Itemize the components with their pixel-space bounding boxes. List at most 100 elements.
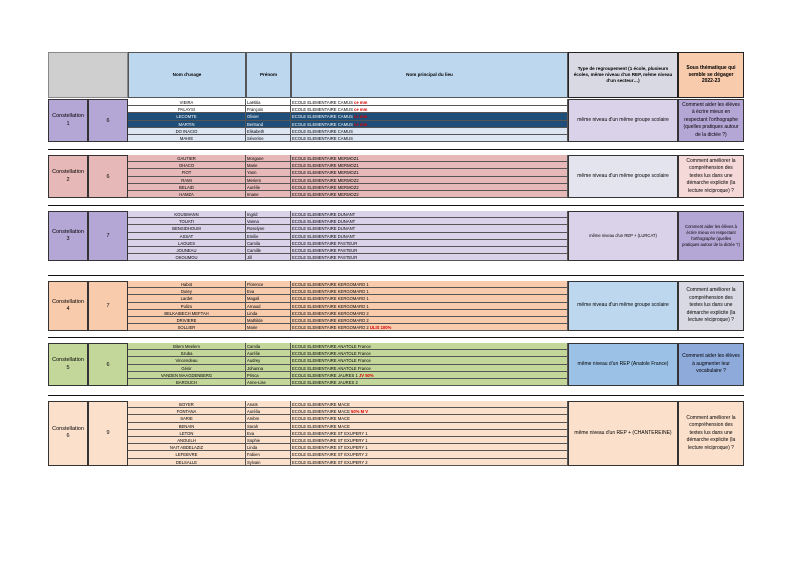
quotite-note: JV 50% [357, 372, 374, 378]
ecole-name: ECOLE ELEMENTAIRE MERMOZ1 [292, 170, 359, 176]
ecole-cell: ECOLE ELEMENTAIRE MACE [291, 401, 568, 409]
prenom-cell: Olivier [246, 113, 291, 121]
nom-usage-cell: MAHIE [128, 135, 246, 143]
prenom-cell: Camila [246, 343, 291, 351]
ecole-cell: ECOLE ELEMENTAIRE ANATOLE France [291, 343, 568, 351]
ecole-cell: ECOLE ELEMENTAIRE KERGOMARD 1 [291, 281, 568, 289]
ecole-name: ECOLE ELEMENTAIRE MERMOZ2 [292, 177, 359, 183]
prenom-cell: Meriem [246, 176, 291, 184]
header-blank-cell [48, 52, 128, 98]
ecole-name: ECOLE ELEMENTAIRE MERMOZ1 [292, 156, 359, 161]
header-nom-usage: Nom d'usage [128, 52, 246, 98]
ecole-cell: ECOLE ELEMENTAIRE ANATOLE France [291, 357, 568, 365]
nom-usage-cell: Lardet [128, 295, 246, 303]
nom-usage-cell: LETON [128, 429, 246, 437]
prenom-cell: Emilie [246, 232, 291, 240]
regroupement-type: même niveau d'un REP + (CHANTEREINE) [568, 401, 678, 466]
ecole-name: ECOLE ELEMENTAIRE ST EXUPERY 1 [292, 445, 368, 451]
ecole-name: ECOLE ELEMENTAIRE ST EXUPERY 1 [292, 438, 368, 443]
regroupement-type: même niveau d'un même groupe scolaire [568, 99, 678, 143]
quotite-note: ULIS 100% [368, 325, 392, 331]
ecole-cell: ECOLE ELEMENTAIRE KERGOMARD 2 [291, 309, 568, 317]
ecole-name: ECOLE ELEMENTAIRE PASTEUR [292, 255, 358, 261]
nom-usage-cell: BAROUCH [128, 379, 246, 387]
nom-usage-cell: Bitem Meelem [128, 343, 246, 351]
prenom-cell: Arnaud [246, 302, 291, 310]
table-row: RAMI Meriem ECOLE ELEMENTAIRE MERMOZ2 [128, 176, 568, 184]
constellation-group: Constellation 3 7 même niveau d'un REP + (… [48, 205, 744, 262]
ecole-cell: ECOLE ELEMENTAIRE MERMOZ2 [291, 191, 568, 199]
ecole-cell: ECOLE ELEMENTAIRE MACE 50% M V [291, 408, 568, 416]
prenom-cell: Aurélia [246, 408, 291, 416]
table-row: TOUATI Vanna ECOLE ELEMENTAIRE DUNANT [128, 218, 568, 226]
header-type-regroupement: Type de regroupement (1 école, plusieurs… [568, 52, 678, 98]
table-row: LEFEBVRE Fabien ECOLE ELEMENTAIRE ST EXUPE… [128, 451, 568, 459]
ecole-cell: ECOLE ELEMENTAIRE ST EXUPERY 1 [291, 444, 568, 452]
nom-usage-cell: OKOUMOU [128, 254, 246, 262]
ecole-cell: ECOLE ELEMENTAIRE KERGOMARD 2 ULIS 100% [291, 324, 568, 332]
constellation-name: Constellation 4 [48, 281, 88, 332]
nom-usage-cell: SARIE [128, 415, 246, 423]
nom-usage-cell: Dutey [128, 288, 246, 296]
prenom-cell: Sophie [246, 437, 291, 445]
ecole-cell: ECOLE ELEMENTAIRE PASTEUR [291, 254, 568, 262]
ecole-name: ECOLE ELEMENTAIRE ST EXUPERY 2 [292, 459, 368, 465]
sous-thematique: Comment aider les élèves à écrire mieux … [678, 211, 744, 262]
nom-usage-cell: DO INACIO [128, 127, 246, 135]
ecole-cell: ECOLE ELEMENTAIRE ST EXUPERY 1 [291, 437, 568, 445]
table-row: BAROUCH Anne-Lise ECOLE ELEMENTAIRE JAURES… [128, 379, 568, 387]
quotite-note: ce mm [352, 114, 368, 120]
ecole-name: ECOLE ELEMENTAIRE CAMUS [292, 100, 353, 105]
table-row: DELSALLE Sylvain ECOLE ELEMENTAIRE ST EXUP… [128, 458, 568, 466]
table-row: VANDEN MAAGDENBERG Prisca ECOLE ELEMENTAIR… [128, 371, 568, 379]
prenom-cell: Marie [246, 324, 291, 332]
ecole-name: ECOLE ELEMENTAIRE CAMUS [292, 121, 353, 127]
nom-usage-cell: MARTIN [128, 120, 246, 128]
table-row: ANOUILH Sophie ECOLE ELEMENTAIRE ST EXUPER… [128, 437, 568, 445]
table-row: OHACO Marie ECOLE ELEMENTAIRE MERMOZ1 [128, 162, 568, 170]
prenom-cell: Eva [246, 429, 291, 437]
ecole-name: ECOLE ELEMENTAIRE KERGOMARD 1 [292, 296, 369, 302]
ecole-cell: ECOLE ELEMENTAIRE ST EXUPERY 1 [291, 429, 568, 437]
table-row: Pulizo Arnaud ECOLE ELEMENTAIRE KERGOMARD … [128, 302, 568, 310]
ecole-name: ECOLE ELEMENTAIRE PASTEUR [292, 248, 358, 253]
ecole-name: ECOLE ELEMENTAIRE CAMUS [292, 114, 353, 120]
table-row: ASSAT Emilie ECOLE ELEMENTAIRE DUNANT [128, 232, 568, 240]
nom-usage-cell: LECOMTE [128, 113, 246, 121]
ecole-name: ECOLE ELEMENTAIRE ANATOLE France [292, 351, 371, 357]
prenom-cell: Linda [246, 444, 291, 452]
regroupement-type: même niveau d'un REP + (LURCAT) [568, 211, 678, 262]
constellation-group: Constellation 1 6 même niveau d'un même gr… [48, 99, 744, 143]
nom-usage-cell: Génir [128, 364, 246, 372]
ecole-cell: ECOLE ELEMENTAIRE KERGOMARD 1 [291, 295, 568, 303]
ecole-name: ECOLE ELEMENTAIRE PASTEUR [292, 240, 358, 246]
participant-count: 9 [88, 401, 128, 466]
ecole-name: ECOLE ELEMENTAIRE ST EXUPERY 2 [292, 452, 368, 458]
prenom-cell: Imane [246, 191, 291, 199]
ecole-name: ECOLE ELEMENTAIRE KERGOMARD 1 [292, 303, 369, 309]
constellation-name: Constellation 5 [48, 343, 88, 387]
ecole-cell: ECOLE ELEMENTAIRE ANATOLE France [291, 350, 568, 358]
header-prenom: Prénom [246, 52, 291, 98]
nom-usage-cell: TOUATI [128, 218, 246, 226]
table-row: GAUTIER Morgane ECOLE ELEMENTAIRE MERMOZ1 [128, 155, 568, 163]
constellation-name: Constellation 6 [48, 401, 88, 466]
ecole-cell: ECOLE ELEMENTAIRE PASTEUR [291, 247, 568, 255]
quotite-note: ce mm [352, 121, 368, 127]
table-row: SARIE Ambre ECOLE ELEMENTAIRE MACE [128, 415, 568, 423]
ecole-name: ECOLE ELEMENTAIRE JAURES 2 [292, 380, 358, 385]
ecole-name: ECOLE ELEMENTAIRE ANATOLE France [292, 344, 371, 349]
sous-thematique: Comment aider les élèves à écrire mieux … [678, 99, 744, 143]
nom-usage-cell: FONTANA [128, 408, 246, 416]
ecole-cell: ECOLE ELEMENTAIRE MERMOZ1 [291, 169, 568, 177]
nom-usage-cell: Szuba [128, 350, 246, 358]
ecole-cell: ECOLE ELEMENTAIRE JAURES 1 JV 50% [291, 371, 568, 379]
ecole-name: ECOLE ELEMENTAIRE MACE [292, 416, 350, 422]
ecole-cell: ECOLE ELEMENTAIRE CAMUS ce mm [291, 113, 568, 121]
table-row: SOLLIER Marie ECOLE ELEMENTAIRE KERGOMARD … [128, 324, 568, 332]
nom-usage-cell: BENSIDHOUM [128, 225, 246, 233]
ecole-cell: ECOLE ELEMENTAIRE PASTEUR [291, 239, 568, 247]
table-row: FONTANA Aurélia ECOLE ELEMENTAIRE MACE 50%… [128, 408, 568, 416]
ecole-cell: ECOLE ELEMENTAIRE CAMUS ce mm [291, 120, 568, 128]
participant-count: 7 [88, 211, 128, 262]
